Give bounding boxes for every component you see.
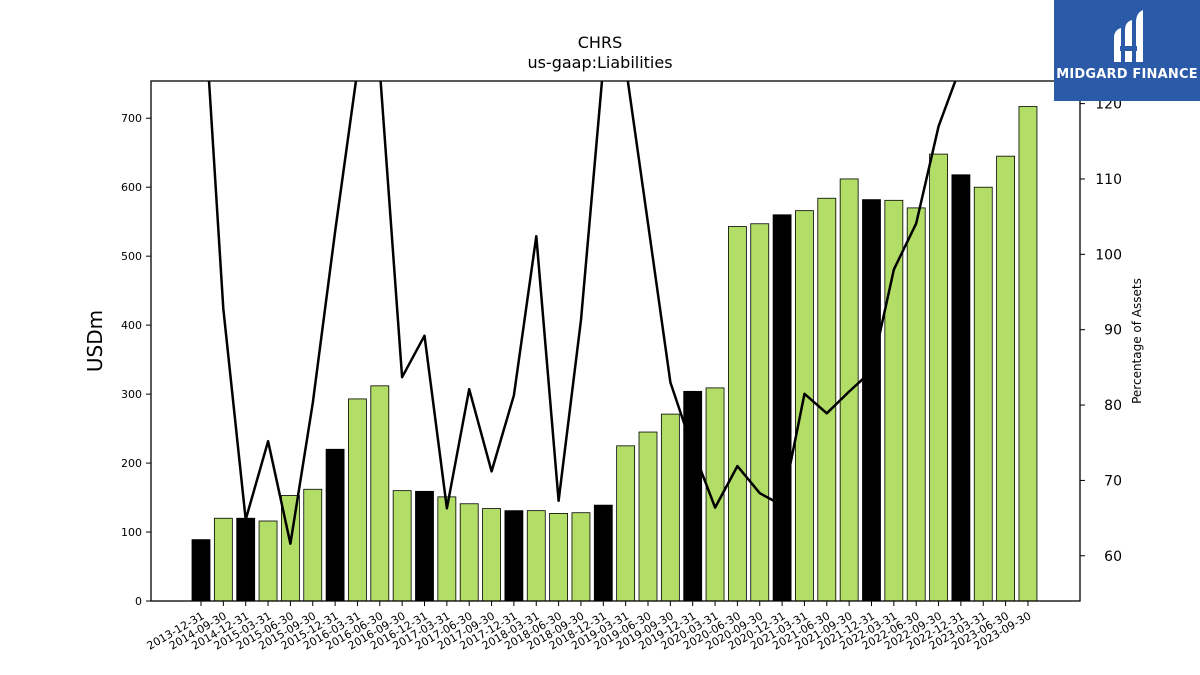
bar-2015-12-31 bbox=[325, 448, 345, 601]
y-tick-label: 500 bbox=[121, 250, 142, 263]
y-tick-label: 200 bbox=[121, 457, 142, 470]
bar-2022-09-30 bbox=[929, 153, 948, 601]
bar-2016-03-31 bbox=[348, 398, 367, 601]
y2-tick-label: 110 bbox=[1095, 172, 1122, 188]
y-tick-label: 700 bbox=[121, 112, 142, 125]
y-axis-left: 0 100 200 300 400 500 600 700 bbox=[121, 112, 151, 608]
y2-tick-label: 80 bbox=[1104, 398, 1122, 414]
bar-2017-03-31 bbox=[437, 496, 457, 601]
y2-tick-label: 100 bbox=[1095, 247, 1122, 263]
x-axis: 2013-12-312014-09-302014-12-312015-03-31… bbox=[145, 601, 1033, 653]
bar-2019-06-30 bbox=[638, 431, 658, 601]
bar-2014-12-31 bbox=[236, 517, 256, 601]
bar-2023-06-30 bbox=[996, 155, 1015, 601]
y-tick-label: 100 bbox=[121, 526, 142, 539]
bar-2020-03-31 bbox=[705, 387, 725, 601]
bar-2018-03-31 bbox=[526, 510, 546, 601]
bar-2015-09-30 bbox=[303, 488, 323, 601]
bar-2020-12-31 bbox=[772, 214, 792, 601]
bar-2018-09-30 bbox=[571, 512, 591, 601]
bar-2019-03-31 bbox=[616, 445, 636, 601]
bar-2021-03-31 bbox=[795, 210, 814, 601]
y-tick-label: 0 bbox=[135, 595, 142, 608]
bar-2018-06-30 bbox=[549, 513, 568, 601]
bar-2016-06-30 bbox=[370, 385, 390, 601]
bar-2014-09-30 bbox=[213, 517, 233, 601]
bar-2022-03-31 bbox=[884, 199, 904, 601]
bar-2017-12-31 bbox=[504, 510, 524, 601]
chart-title: CHRS bbox=[577, 33, 623, 52]
y-tick-label: 300 bbox=[121, 388, 142, 401]
bar-2016-09-30 bbox=[392, 490, 412, 601]
y2-axis-label: Percentage of Assets bbox=[1130, 278, 1144, 404]
chart-subtitle: us-gaap:Liabilities bbox=[527, 53, 673, 72]
bar-2021-06-30 bbox=[817, 197, 837, 601]
midgard-finance-logo: MIDGARD FINANCE bbox=[1054, 0, 1200, 101]
bar-2023-09-30 bbox=[1018, 106, 1038, 601]
midgard-logo-icon bbox=[1114, 10, 1143, 62]
logo-text: MIDGARD FINANCE bbox=[1056, 67, 1198, 82]
bar-2016-12-31 bbox=[415, 490, 434, 601]
bar-2022-06-30 bbox=[906, 207, 926, 601]
y2-tick-label: 90 bbox=[1104, 323, 1122, 339]
bar-2023-03-31 bbox=[973, 186, 993, 601]
bar-2019-12-31 bbox=[683, 390, 703, 601]
bar-2020-09-30 bbox=[750, 223, 770, 601]
bar-2017-09-30 bbox=[482, 508, 501, 601]
y2-tick-label: 60 bbox=[1104, 549, 1122, 565]
bar-2015-03-31 bbox=[258, 520, 278, 601]
bar-2019-09-30 bbox=[660, 413, 680, 601]
bar-2020-06-30 bbox=[728, 226, 747, 601]
y-axis-label: USDm bbox=[83, 310, 107, 372]
bar-2022-12-31 bbox=[951, 174, 971, 601]
y-tick-label: 400 bbox=[121, 319, 142, 332]
bar-2021-12-31 bbox=[862, 199, 881, 601]
bar-2013-12-31 bbox=[191, 539, 211, 601]
bars-layer bbox=[191, 106, 1038, 601]
y2-tick-label: 70 bbox=[1104, 473, 1122, 489]
bar-2018-12-31 bbox=[593, 504, 613, 601]
plot-frame bbox=[150, 80, 1081, 602]
y-tick-label: 600 bbox=[121, 181, 142, 194]
percentage-of-assets-line bbox=[207, 81, 957, 545]
bar-2017-06-30 bbox=[459, 503, 479, 601]
